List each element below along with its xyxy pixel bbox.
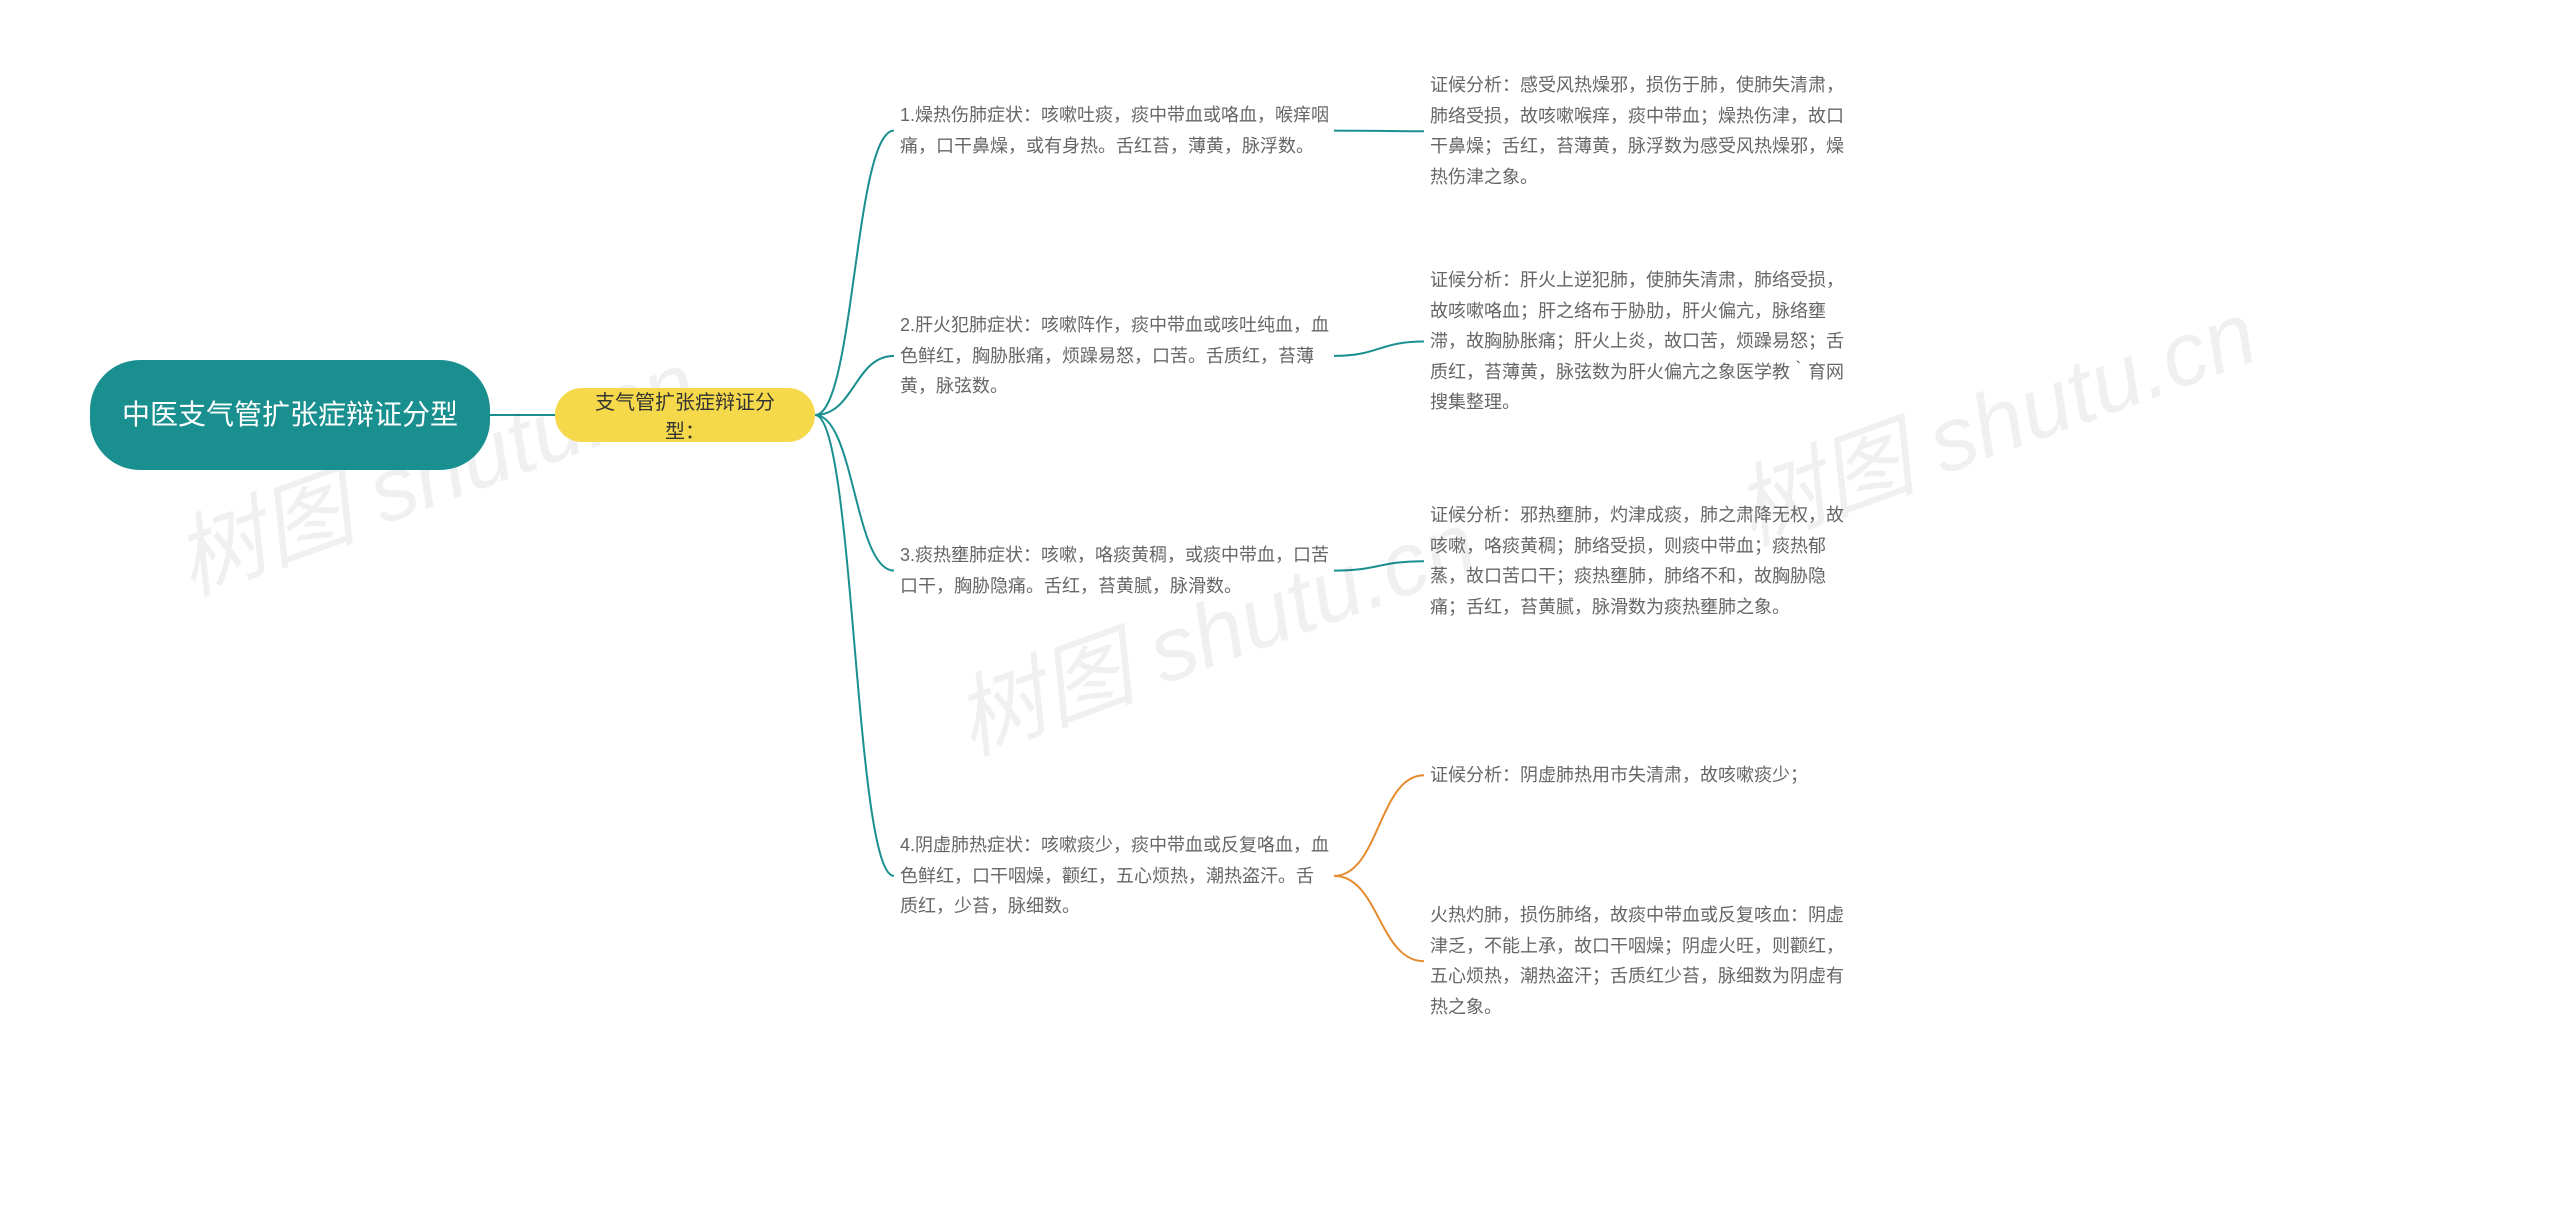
leaf-4a[interactable]: 证候分析：阴虚肺热用市失清肃，故咳嗽痰少； xyxy=(1430,760,1808,791)
leaf-3[interactable]: 3.痰热壅肺症状：咳嗽，咯痰黄稠，或痰中带血，口苦口干，胸胁隐痛。舌红，苔黄腻，… xyxy=(900,540,1330,601)
connector-layer xyxy=(0,0,2560,1231)
leaf-2a[interactable]: 证候分析：肝火上逆犯肺，使肺失清肃，肺络受损，故咳嗽咯血；肝之络布于胁肋，肝火偏… xyxy=(1430,265,1860,418)
watermark-2: 树图 shutu.cn xyxy=(934,471,1491,780)
leaf-3a[interactable]: 证候分析：邪热壅肺，灼津成痰，肺之肃降无权，故咳嗽，咯痰黄稠；肺络受损，则痰中带… xyxy=(1430,500,1860,622)
leaf-4[interactable]: 4.阴虚肺热症状：咳嗽痰少，痰中带血或反复咯血，血色鲜红，口干咽燥，颧红，五心烦… xyxy=(900,830,1330,922)
leaf-2[interactable]: 2.肝火犯肺症状：咳嗽阵作，痰中带血或咳吐纯血，血色鲜红，胸胁胀痛，烦躁易怒，口… xyxy=(900,310,1330,402)
root-node[interactable]: 中医支气管扩张症辩证分型 xyxy=(90,360,490,470)
leaf-1[interactable]: 1.燥热伤肺症状：咳嗽吐痰，痰中带血或咯血，喉痒咽痛，口干鼻燥，或有身热。舌红苔… xyxy=(900,100,1330,161)
sub-node[interactable]: 支气管扩张症辩证分型： xyxy=(555,388,815,442)
leaf-1a[interactable]: 证候分析：感受风热燥邪，损伤于肺，使肺失清肃，肺络受损，故咳嗽喉痒，痰中带血；燥… xyxy=(1430,70,1860,192)
leaf-4b[interactable]: 火热灼肺，损伤肺络，故痰中带血或反复咳血：阴虚津乏，不能上承，故口干咽燥；阴虚火… xyxy=(1430,900,1860,1022)
